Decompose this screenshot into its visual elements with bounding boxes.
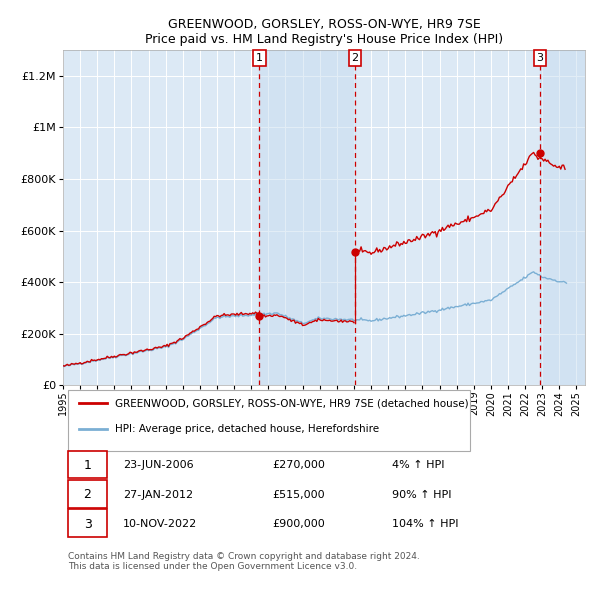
Bar <box>540 50 585 385</box>
Text: £900,000: £900,000 <box>272 519 325 529</box>
Text: 3: 3 <box>83 517 91 530</box>
FancyBboxPatch shape <box>68 480 107 508</box>
Text: £515,000: £515,000 <box>272 490 325 500</box>
Text: £270,000: £270,000 <box>272 460 325 470</box>
Text: 10-NOV-2022: 10-NOV-2022 <box>123 519 197 529</box>
Text: 104% ↑ HPI: 104% ↑ HPI <box>392 519 458 529</box>
Text: 3: 3 <box>536 53 544 63</box>
Title: GREENWOOD, GORSLEY, ROSS-ON-WYE, HR9 7SE
Price paid vs. HM Land Registry's House: GREENWOOD, GORSLEY, ROSS-ON-WYE, HR9 7SE… <box>145 18 503 46</box>
Text: 90% ↑ HPI: 90% ↑ HPI <box>392 490 451 500</box>
Text: Contains HM Land Registry data © Crown copyright and database right 2024.
This d: Contains HM Land Registry data © Crown c… <box>68 552 420 571</box>
Text: 2: 2 <box>352 53 359 63</box>
FancyBboxPatch shape <box>68 510 107 537</box>
Text: 27-JAN-2012: 27-JAN-2012 <box>123 490 193 500</box>
Text: 1: 1 <box>83 459 91 472</box>
FancyBboxPatch shape <box>68 451 107 478</box>
Bar <box>259 50 355 385</box>
Text: GREENWOOD, GORSLEY, ROSS-ON-WYE, HR9 7SE (detached house): GREENWOOD, GORSLEY, ROSS-ON-WYE, HR9 7SE… <box>115 398 469 408</box>
Text: 23-JUN-2006: 23-JUN-2006 <box>123 460 194 470</box>
Text: 4% ↑ HPI: 4% ↑ HPI <box>392 460 445 470</box>
Text: 1: 1 <box>256 53 263 63</box>
Text: HPI: Average price, detached house, Herefordshire: HPI: Average price, detached house, Here… <box>115 424 379 434</box>
Text: 2: 2 <box>83 489 91 502</box>
FancyBboxPatch shape <box>68 390 470 451</box>
